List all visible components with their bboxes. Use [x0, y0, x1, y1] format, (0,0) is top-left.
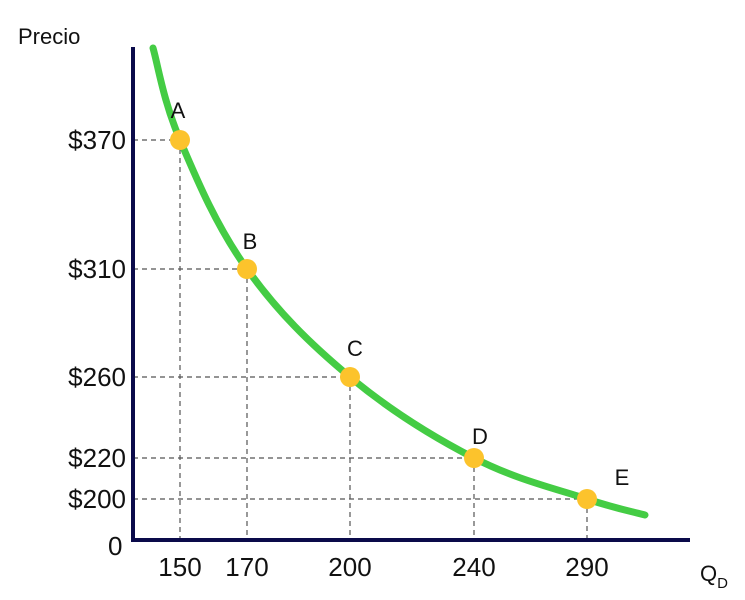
point-label-c: C: [347, 336, 363, 361]
y-axis-title: Precio: [18, 24, 80, 49]
point-label-a: A: [171, 98, 186, 123]
x-tick-label: 200: [328, 552, 371, 582]
origin-label: 0: [108, 531, 122, 561]
guide-lines: [133, 139, 588, 540]
axes: [131, 47, 690, 542]
y-tick-label: $310: [68, 254, 126, 284]
x-tick-label: 290: [565, 552, 608, 582]
point-e: [577, 489, 597, 509]
x-axis-title-main: Q: [700, 561, 717, 586]
point-label-d: D: [472, 424, 488, 449]
y-tick-label: $260: [68, 362, 126, 392]
x-tick-label: 150: [158, 552, 201, 582]
x-tick-label: 240: [452, 552, 495, 582]
point-a: [170, 130, 190, 150]
y-tick-label: $370: [68, 125, 126, 155]
y-tick-label: $200: [68, 484, 126, 514]
tick-labels: $370 $310 $260 $220 $200 150 170 200 240 290: [68, 125, 609, 582]
point-b: [237, 259, 257, 279]
x-tick-label: 170: [225, 552, 268, 582]
point-c: [340, 367, 360, 387]
point-d: [464, 448, 484, 468]
point-label-b: B: [243, 229, 258, 254]
y-tick-label: $220: [68, 443, 126, 473]
x-axis-title-sub: D: [717, 575, 728, 592]
demand-curve: [149, 44, 649, 519]
point-label-e: E: [615, 465, 630, 490]
data-points: A B C D E: [170, 98, 629, 509]
x-axis-title: QD: [700, 561, 728, 592]
